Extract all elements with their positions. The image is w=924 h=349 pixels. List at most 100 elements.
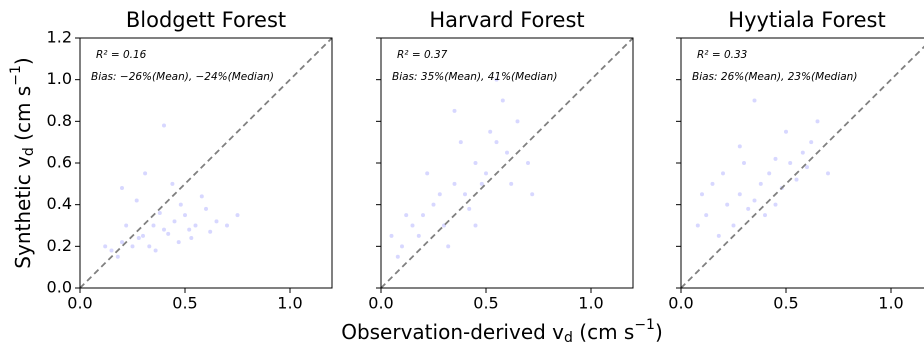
point [120, 240, 124, 245]
y-tick-label: 0.0 [47, 278, 72, 297]
point [141, 233, 145, 238]
point [530, 192, 535, 197]
point [421, 213, 425, 218]
point [193, 223, 198, 228]
point [172, 219, 177, 224]
point [147, 244, 152, 249]
x-tick-label: 0.0 [668, 294, 693, 313]
point [826, 171, 830, 176]
panel-title: Blodgett Forest [126, 8, 286, 32]
point [162, 227, 166, 232]
x-tick-label: 0.0 [368, 294, 393, 313]
point [784, 129, 788, 134]
plot-frame [380, 37, 634, 289]
label-sub: d [564, 330, 573, 346]
point [189, 236, 194, 240]
point [742, 161, 746, 165]
point [505, 150, 509, 155]
point [130, 244, 135, 249]
point [178, 202, 183, 207]
point [416, 233, 421, 238]
x-tick-label: 0.5 [773, 294, 798, 313]
point [716, 233, 721, 238]
point [134, 198, 139, 203]
point [208, 229, 213, 234]
point [467, 206, 472, 211]
point [153, 248, 158, 253]
point [446, 244, 451, 249]
point [199, 194, 204, 199]
point [136, 236, 141, 240]
plot-frame [680, 37, 924, 289]
x-tick-label: 1.0 [277, 294, 302, 313]
point [704, 213, 709, 218]
point [752, 198, 757, 203]
x-tick-label: 1.0 [578, 294, 603, 313]
y-tick-label: 1.2 [47, 28, 72, 47]
point [109, 248, 114, 253]
point [737, 192, 742, 197]
point [788, 161, 793, 165]
plot-frame [79, 37, 333, 289]
y-tick-label: 1.0 [47, 69, 72, 88]
x-tick-label: 0.5 [473, 294, 498, 313]
point [115, 254, 120, 259]
r2-annotation: R² = 0.37 [397, 49, 448, 61]
point [758, 181, 763, 186]
point [773, 156, 778, 161]
label-part: (cm s [573, 320, 634, 344]
point [695, 223, 700, 228]
point [166, 231, 171, 236]
point [410, 223, 415, 228]
label-part: (cm s [11, 86, 35, 147]
point [235, 213, 240, 218]
point [479, 181, 484, 186]
label-part: ) [11, 57, 35, 65]
point [494, 140, 499, 145]
y-axis-label: Synthetic vd (cm s−1) [8, 57, 37, 268]
point [452, 181, 457, 186]
point [473, 161, 478, 165]
label-sub: d [21, 147, 37, 156]
point [500, 98, 505, 103]
label-sup: −1 [8, 65, 24, 86]
point [187, 227, 192, 232]
x-tick-label: 0.0 [67, 294, 92, 313]
y-tick-label: 0.8 [47, 111, 72, 130]
point [700, 192, 704, 197]
point [124, 223, 129, 228]
point [731, 223, 736, 228]
bias-annotation: Bias: −26%(Mean), −24%(Median) [91, 71, 274, 83]
label-part: ) [655, 320, 663, 344]
point [763, 213, 767, 218]
y-tick-label: 0.4 [47, 194, 72, 213]
point [395, 254, 400, 259]
point [425, 171, 430, 176]
point [800, 150, 805, 155]
point [815, 119, 820, 124]
point [805, 165, 809, 170]
point [463, 192, 467, 197]
point [183, 213, 187, 218]
point [773, 202, 778, 207]
point [737, 144, 742, 149]
point [710, 181, 715, 186]
point [452, 108, 457, 113]
one-to-one-line [79, 37, 333, 289]
point [170, 181, 175, 186]
point [809, 140, 814, 145]
point [431, 202, 436, 207]
point [143, 171, 148, 176]
one-to-one-line [680, 45, 924, 289]
point [162, 123, 166, 128]
point [404, 213, 409, 218]
point [752, 98, 757, 103]
x-tick-label: 0.5 [172, 294, 197, 313]
point [526, 161, 530, 165]
y-tick-label: 0.2 [47, 236, 72, 255]
point [509, 181, 514, 186]
point [214, 219, 219, 224]
point [767, 171, 772, 176]
point [225, 223, 229, 228]
